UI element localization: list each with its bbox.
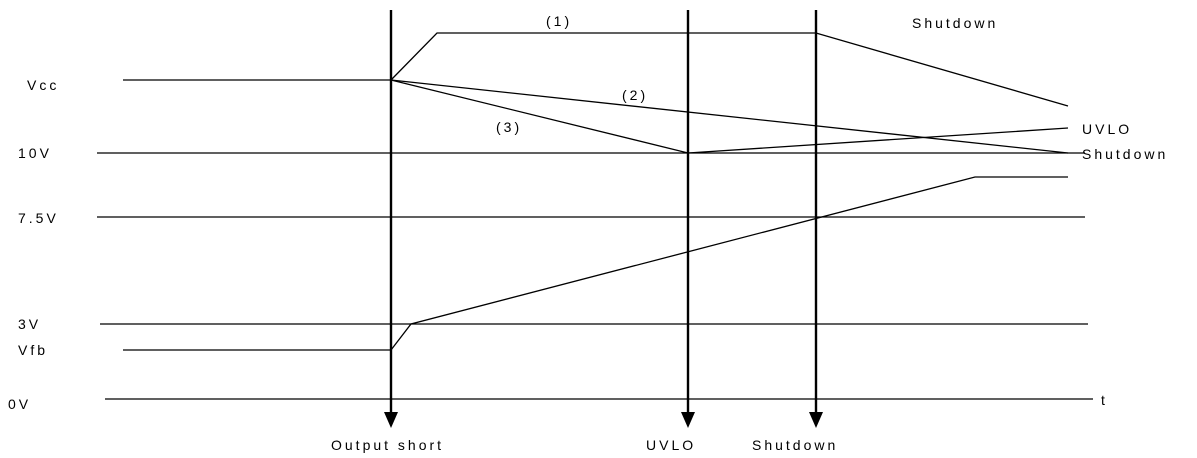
label-time-axis: t	[1101, 392, 1108, 408]
label-uvlo: UVLO	[646, 437, 696, 453]
label-vcc: Vcc	[27, 77, 59, 93]
label-3v: 3V	[18, 316, 41, 332]
vcc-curve-3	[390, 79, 1069, 154]
label-output-short: Output short	[331, 437, 444, 453]
shutdown-arrow	[809, 412, 823, 428]
curve-label-2: (2)	[622, 87, 648, 103]
label-10v: 10V	[18, 145, 52, 161]
curve-label-3: (3)	[496, 119, 522, 135]
label-right-shutdown: Shutdown	[1082, 146, 1168, 162]
label-shutdown: Shutdown	[752, 437, 838, 453]
vcc-curve-1	[390, 32, 1069, 107]
label-0v: 0V	[8, 396, 31, 412]
label-7-5v: 7.5V	[18, 210, 59, 226]
uvlo-arrow	[681, 412, 695, 428]
vfb-curve	[390, 176, 1068, 351]
curve-label-1: (1)	[546, 13, 572, 29]
label-top-shutdown: Shutdown	[912, 15, 998, 31]
label-right-uvlo: UVLO	[1082, 121, 1132, 137]
output-short-arrow	[384, 412, 398, 428]
vcc-curve-2	[390, 79, 1069, 154]
label-vfb: Vfb	[18, 342, 48, 358]
